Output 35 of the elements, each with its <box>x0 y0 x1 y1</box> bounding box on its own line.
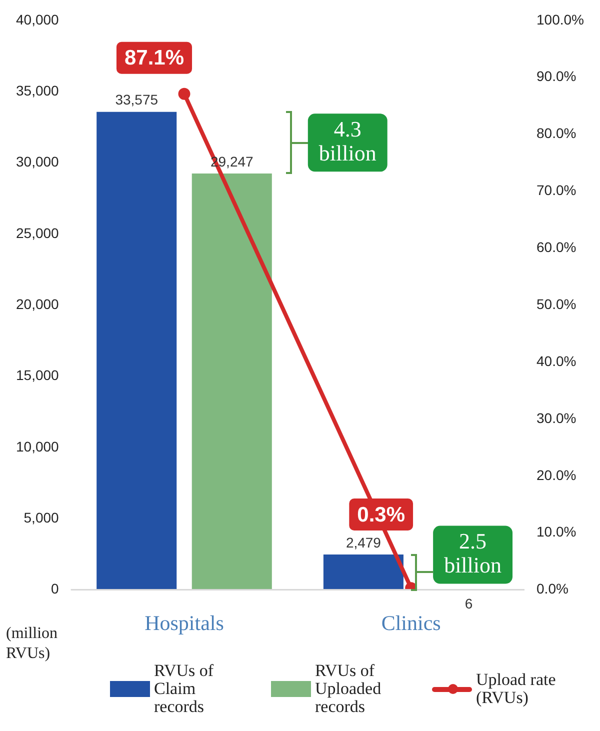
y2-tick-label: 30.0% <box>536 410 576 426</box>
y2-tick-label: 70.0% <box>536 182 576 198</box>
y2-tick-label: 40.0% <box>536 352 576 369</box>
legend-label: RVUs of Uploaded records <box>315 661 382 716</box>
y-tick-label: 35,000 <box>16 82 60 98</box>
y2-tick-label: 100.0% <box>536 11 584 28</box>
bar <box>96 112 177 590</box>
data-label: 6 <box>464 596 473 612</box>
data-label: 2,479 <box>346 534 382 550</box>
y-axis-title: (million RVUs) <box>6 625 58 662</box>
y-tick-label: 25,000 <box>16 224 60 241</box>
y-tick-label: 30,000 <box>16 154 60 170</box>
y2-tick-label: 60.0% <box>536 239 576 256</box>
x-tick-label: Hospitals <box>144 610 224 635</box>
y2-tick-label: 80.0% <box>536 125 576 142</box>
y-tick-label: 0 <box>51 580 60 597</box>
bar <box>323 554 404 590</box>
annotation: 4.3 billion <box>318 116 376 166</box>
y-tick-label: 20,000 <box>16 296 60 312</box>
y-tick-label: 40,000 <box>16 11 60 28</box>
y2-tick-label: 90.0% <box>536 68 576 84</box>
data-label: 87.1% <box>124 46 184 70</box>
annotation: 2.5 billion <box>444 528 502 578</box>
y2-tick-label: 20.0% <box>536 466 576 483</box>
y-tick-label: 10,000 <box>16 438 60 454</box>
data-label: 33,575 <box>115 92 158 108</box>
legend-label: RVUs of Claim records <box>154 661 215 716</box>
y2-tick-label: 50.0% <box>536 296 576 312</box>
y-tick-label: 15,000 <box>16 367 60 384</box>
data-label: 0.3% <box>357 503 406 526</box>
y2-tick-label: 10.0% <box>536 524 576 540</box>
legend-label: Upload rate (RVUs) <box>476 670 557 707</box>
x-tick-label: Clinics <box>381 610 441 635</box>
y2-tick-label: 0.0% <box>536 580 568 597</box>
y-tick-label: 5,000 <box>24 509 60 526</box>
